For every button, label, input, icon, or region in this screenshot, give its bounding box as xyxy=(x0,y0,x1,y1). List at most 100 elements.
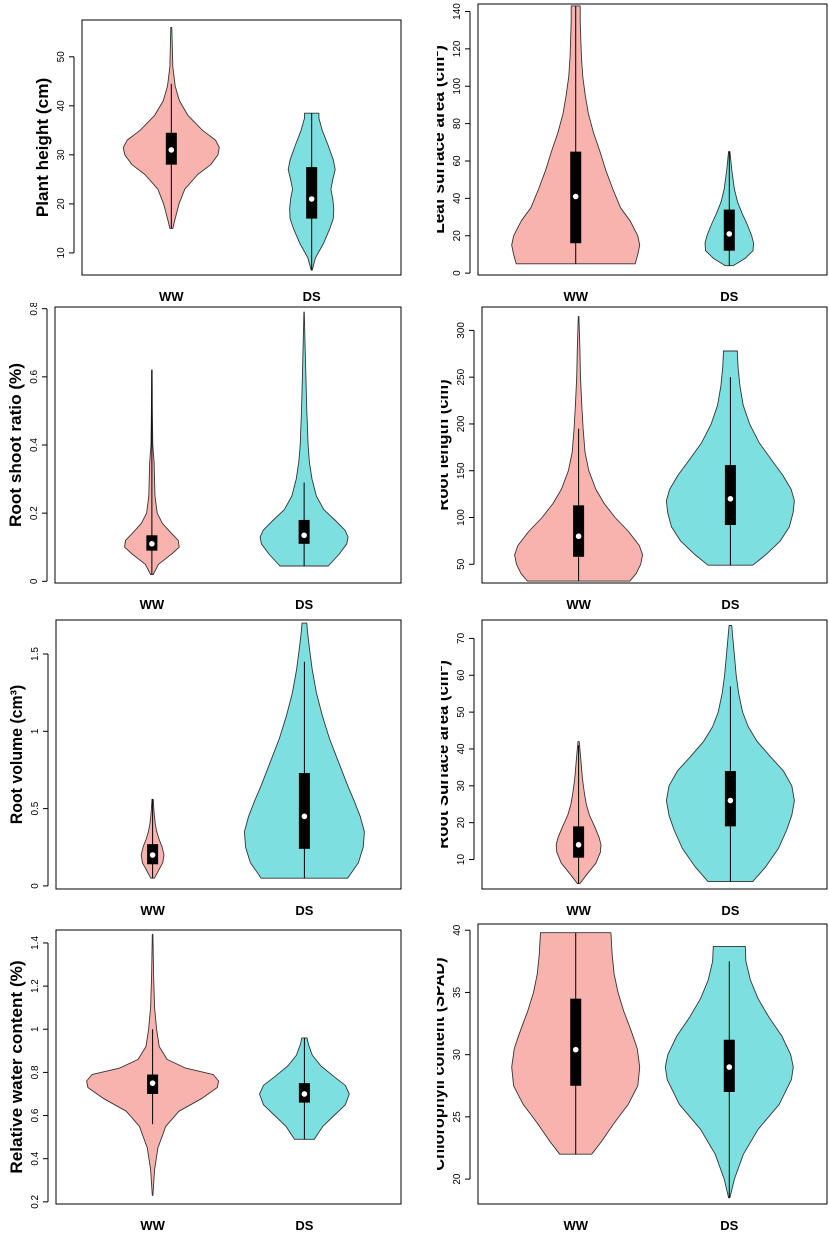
y-tick-label: 80 xyxy=(452,118,463,130)
y-tick-label: 0.5 xyxy=(30,801,41,815)
violin-panel-3: 0 0.2 0.4 0.6 0.8 Root shoot ratio (%) WW DS xyxy=(6,303,402,612)
x-tick-label-ds: DS xyxy=(295,903,313,918)
y-axis-title: Relative water content (%) xyxy=(7,960,26,1173)
median-ds xyxy=(727,797,734,804)
violin-panel-6: 10 20 30 40 50 60 70 Root Surface area (cm²) WW D… xyxy=(441,619,828,918)
y-tick-label: 0.2 xyxy=(29,506,40,520)
y-tick-label: 150 xyxy=(456,462,467,479)
y-tick-label: 35 xyxy=(452,986,463,998)
violin-panel-8: 20 25 30 35 40 Chlorophyll content (SPAD) WW DS xyxy=(437,923,828,1233)
y-tick-label: 0 xyxy=(29,578,40,584)
y-tick-label: 0 xyxy=(452,270,463,276)
violin-panel-2: 0 20 40 60 80 100 120 140 Leaf surface area (cm²… xyxy=(437,3,828,304)
violin-panel-4: 50 100 150 200 250 300 Root length (cm) WW DS xyxy=(441,306,828,612)
x-tick-label-ds: DS xyxy=(721,597,739,612)
y-axis-title: Leaf surface area (cm²) xyxy=(437,45,448,234)
iqr-box-ds xyxy=(298,519,310,544)
median-ds xyxy=(727,495,734,502)
x-tick-label-ww: WW xyxy=(563,1218,588,1233)
y-tick-label: 40 xyxy=(456,743,467,755)
y-tick-label: 50 xyxy=(456,558,467,570)
x-tick-label-ds: DS xyxy=(720,289,738,304)
iqr-box-ds xyxy=(723,209,735,251)
plot-frame xyxy=(55,929,402,1205)
y-tick-label: 60 xyxy=(456,669,467,681)
y-tick-label: 30 xyxy=(452,1049,463,1061)
plot-frame xyxy=(481,619,828,890)
median-ww xyxy=(575,841,582,848)
y-tick-label: 120 xyxy=(452,40,463,57)
plot-frame xyxy=(481,306,828,584)
y-tick-label: 0.8 xyxy=(30,1065,41,1079)
x-tick-label-ds: DS xyxy=(721,903,739,918)
median-ww xyxy=(575,533,582,540)
y-tick-label: 30 xyxy=(456,780,467,792)
y-tick-label: 40 xyxy=(452,924,463,936)
plot-frame xyxy=(477,3,828,276)
median-ww xyxy=(572,193,579,200)
iqr-box-ds xyxy=(724,465,736,525)
median-ds xyxy=(301,1091,308,1097)
plot-frame xyxy=(477,923,828,1205)
y-tick-label: 1 xyxy=(30,1026,41,1032)
x-tick-label-ww: WW xyxy=(140,903,165,918)
x-tick-label-ww: WW xyxy=(140,1218,165,1233)
median-ds xyxy=(308,196,315,202)
x-tick-label-ds: DS xyxy=(303,289,321,304)
y-tick-label: 20 xyxy=(452,230,463,242)
y-tick-label: 0.6 xyxy=(29,369,40,383)
plot-frame xyxy=(54,306,402,584)
median-ds xyxy=(301,532,307,539)
x-tick-label-ww: WW xyxy=(566,903,591,918)
y-tick-label: 40 xyxy=(56,100,67,112)
y-tick-label: 25 xyxy=(452,1111,463,1123)
x-tick-label-ww: WW xyxy=(140,597,165,612)
y-tick-label: 0.2 xyxy=(30,1194,41,1208)
y-tick-label: 1.2 xyxy=(30,979,41,993)
violin-panel-1: 10 20 30 40 50 Plant height (cm) WW DS xyxy=(33,19,402,304)
y-tick-label: 0.4 xyxy=(29,438,40,452)
y-tick-label: 100 xyxy=(456,509,467,526)
y-tick-label: 300 xyxy=(456,322,467,339)
y-tick-label: 20 xyxy=(56,198,67,210)
x-tick-label-ww: WW xyxy=(159,289,184,304)
y-tick-label: 200 xyxy=(456,415,467,432)
y-tick-label: 0.4 xyxy=(30,1151,41,1165)
y-tick-label: 40 xyxy=(452,192,463,204)
y-tick-label: 0.6 xyxy=(30,1108,41,1122)
iqr-box-ds xyxy=(298,773,310,849)
y-axis-title: Root volume (cm³) xyxy=(7,685,26,824)
y-tick-label: 60 xyxy=(452,155,463,167)
y-tick-label: 50 xyxy=(456,706,467,718)
y-tick-label: 20 xyxy=(452,1173,463,1185)
y-tick-label: 70 xyxy=(456,632,467,644)
median-ww xyxy=(149,1080,156,1086)
y-tick-label: 10 xyxy=(56,247,67,259)
median-ww xyxy=(572,1046,579,1053)
y-tick-label: 1.4 xyxy=(30,936,41,950)
plot-frame xyxy=(81,19,402,276)
violin-ds xyxy=(259,311,349,567)
x-tick-label-ds: DS xyxy=(295,1218,313,1233)
x-tick-label-ww: WW xyxy=(563,289,588,304)
x-tick-label-ds: DS xyxy=(720,1218,738,1233)
y-axis-title: Root Surface area (cm²) xyxy=(441,660,452,849)
y-tick-label: 0 xyxy=(30,883,41,889)
y-axis-title: Chlorophyll content (SPAD) xyxy=(437,957,448,1170)
x-tick-label-ww: WW xyxy=(566,597,591,612)
y-tick-label: 30 xyxy=(56,149,67,161)
x-tick-label-ds: DS xyxy=(295,597,313,612)
median-ww xyxy=(149,852,156,858)
y-tick-label: 250 xyxy=(456,368,467,385)
y-tick-label: 140 xyxy=(452,3,463,20)
violin-panel-7: 0.2 0.4 0.6 0.8 1 1.2 1.4 Relative water conten… xyxy=(7,929,402,1233)
median-ww xyxy=(149,541,155,547)
y-tick-label: 50 xyxy=(56,51,67,63)
y-tick-label: 1 xyxy=(30,728,41,734)
iqr-box-ds xyxy=(306,167,318,219)
y-axis-title: Root shoot ratio (%) xyxy=(6,363,25,527)
y-tick-label: 20 xyxy=(456,817,467,829)
y-tick-label: 0.8 xyxy=(29,303,40,316)
median-ds xyxy=(726,1064,733,1070)
